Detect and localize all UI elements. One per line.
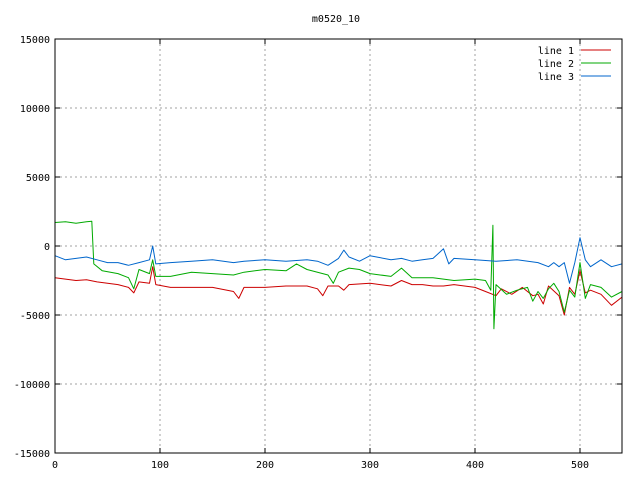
x-tick-label: 0 bbox=[52, 460, 58, 471]
series-line-1 bbox=[54, 266, 623, 316]
axis-ticks: 0 100 200 300 400 500 -15000 -10000 -5000 0 5000 10… bbox=[14, 35, 622, 471]
y-tick-label: -15000 bbox=[14, 449, 50, 460]
x-tick-label: 500 bbox=[571, 460, 589, 471]
series-line-3 bbox=[54, 237, 623, 284]
legend-label: line 1 bbox=[538, 46, 574, 57]
legend-label: line 3 bbox=[538, 72, 574, 83]
y-tick-label: 10000 bbox=[20, 104, 50, 115]
y-tick-label: -5000 bbox=[20, 311, 50, 322]
y-tick-label: 5000 bbox=[26, 173, 50, 184]
legend-label: line 2 bbox=[538, 59, 574, 70]
x-tick-label: 400 bbox=[466, 460, 484, 471]
x-tick-label: 100 bbox=[151, 460, 169, 471]
series-line-2 bbox=[54, 220, 623, 330]
chart-title: m0520_10 bbox=[312, 14, 360, 25]
y-tick-label: -10000 bbox=[14, 380, 50, 391]
series-lines bbox=[54, 220, 623, 330]
legend: line 1 line 2 line 3 bbox=[538, 46, 611, 83]
grid-lines bbox=[55, 39, 622, 453]
x-tick-label: 200 bbox=[256, 460, 274, 471]
x-tick-label: 300 bbox=[361, 460, 379, 471]
y-tick-label: 0 bbox=[44, 242, 50, 253]
y-tick-label: 15000 bbox=[20, 35, 50, 46]
